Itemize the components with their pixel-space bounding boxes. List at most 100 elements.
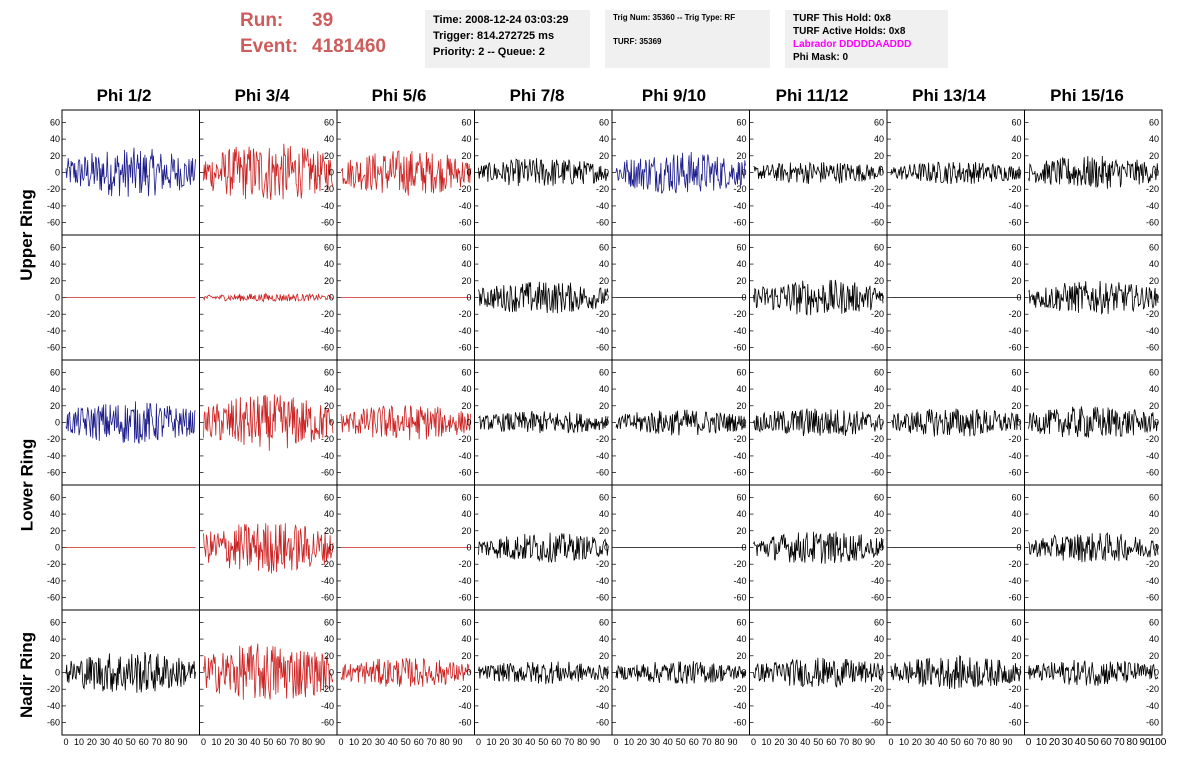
- x-tick-label: 50: [676, 737, 686, 747]
- y-tick-label: -40: [321, 701, 334, 711]
- waveform-trace: [340, 404, 471, 441]
- x-tick-label: 50: [1088, 737, 1100, 748]
- panel-r0-c6: 60 40 20 0 -20 -40 -60: [886, 109, 1025, 236]
- y-tick-label: -20: [596, 684, 609, 694]
- waveform-trace: [65, 147, 196, 197]
- waveform-trace: [478, 532, 609, 563]
- panel-r3-c2: 60 40 20 0 -20 -40 -60: [336, 484, 475, 611]
- col-header-phi-1-2: Phi 1/2: [96, 86, 152, 105]
- y-tick-label: 60: [1011, 117, 1021, 127]
- event-value: 4181460: [312, 36, 386, 57]
- waveform-trace: [478, 410, 609, 434]
- x-tick-label: 90: [315, 737, 325, 747]
- x-tick-label: 30: [787, 737, 797, 747]
- y-tick-label: 60: [736, 242, 746, 252]
- y-tick-label: -20: [1008, 309, 1021, 319]
- waveform-trace: [478, 158, 609, 187]
- x-tick-label: 90: [865, 737, 875, 747]
- y-tick-label: -40: [321, 201, 334, 211]
- y-tick-label: -20: [321, 309, 334, 319]
- y-tick-label: -20: [458, 559, 471, 569]
- y-tick-label: 0: [741, 543, 746, 553]
- time-text: Time: 2008-12-24 03:03:29: [433, 14, 569, 26]
- y-tick-label: 40: [1011, 134, 1021, 144]
- x-tick-label: 60: [551, 737, 561, 747]
- y-tick-label: 20: [461, 276, 471, 286]
- x-tick-label: 20: [912, 737, 922, 747]
- y-tick-label: -20: [47, 309, 60, 319]
- y-tick-label: 0: [329, 543, 334, 553]
- y-tick-label: 40: [50, 134, 60, 144]
- y-tick-label: 40: [461, 259, 471, 269]
- y-tick-label: 0: [1154, 293, 1159, 303]
- y-tick-label: 60: [599, 117, 609, 127]
- y-tick-label: 20: [599, 401, 609, 411]
- x-tick-label: 70: [564, 737, 574, 747]
- y-tick-label: 60: [874, 617, 884, 627]
- col-header-phi-3-4: Phi 3/4: [234, 86, 290, 105]
- x-tick-label: 30: [650, 737, 660, 747]
- y-tick-label: 20: [874, 276, 884, 286]
- x-tick-label: 70: [1114, 737, 1126, 748]
- y-tick-label: -60: [1146, 468, 1159, 478]
- y-tick-label: -40: [458, 326, 471, 336]
- x-tick-label: 20: [637, 737, 647, 747]
- priority-text: Priority: 2 -- Queue: 2: [433, 46, 545, 58]
- y-tick-label: 60: [874, 117, 884, 127]
- x-tick-label: 10: [899, 737, 909, 747]
- y-tick-label: 20: [324, 401, 334, 411]
- y-tick-label: -60: [871, 718, 884, 728]
- y-tick-label: 60: [874, 242, 884, 252]
- y-tick-label: -20: [733, 559, 746, 569]
- x-tick-label: 70: [702, 737, 712, 747]
- waveform-trace: [65, 401, 196, 444]
- y-tick-label: 60: [50, 617, 60, 627]
- y-tick-label: -20: [1008, 559, 1021, 569]
- waveform-trace: [478, 661, 609, 685]
- trig-info-box: Trig Num: 35360 -- Trig Type: RF TURF: 3…: [605, 10, 770, 68]
- panel-r0-c2: 60 40 20 0 -20 -40 -60: [336, 109, 475, 236]
- y-tick-label: -40: [596, 701, 609, 711]
- y-tick-label: -20: [458, 184, 471, 194]
- x-tick-label: 80: [715, 737, 725, 747]
- y-tick-label: -60: [458, 218, 471, 228]
- y-tick-label: 20: [50, 151, 60, 161]
- y-tick-label: -60: [1008, 593, 1021, 603]
- y-tick-label: -20: [871, 184, 884, 194]
- waveform-trace: [753, 161, 884, 184]
- y-tick-label: 0: [1016, 293, 1021, 303]
- y-tick-label: 0: [55, 418, 60, 428]
- y-tick-label: -60: [321, 218, 334, 228]
- waveform-trace: [890, 408, 1021, 437]
- panel-r0-c3: 60 40 20 0 -20 -40 -60: [474, 109, 613, 236]
- x-tick-label: 60: [826, 737, 836, 747]
- y-tick-label: 20: [736, 276, 746, 286]
- y-tick-label: 20: [324, 651, 334, 661]
- turf-text: TURF: 35369: [613, 37, 662, 46]
- x-tick-label: 50: [401, 737, 411, 747]
- panel-r0-c1: 60 40 20 0 -20 -40 -60: [199, 109, 338, 236]
- y-tick-label: -20: [1008, 184, 1021, 194]
- x-tick-label: 40: [113, 737, 123, 747]
- y-tick-label: 40: [599, 259, 609, 269]
- panel-r1-c0: 60 40 20 0 -20 -40 -60: [47, 234, 200, 361]
- y-tick-label: -40: [458, 201, 471, 211]
- col-header-phi-13-14: Phi 13/14: [912, 86, 986, 105]
- y-tick-label: -40: [47, 326, 60, 336]
- y-tick-label: -60: [871, 593, 884, 603]
- col-header-phi-11-12: Phi 11/12: [775, 86, 849, 105]
- x-tick-label: 10: [761, 737, 771, 747]
- y-tick-label: -20: [733, 184, 746, 194]
- x-tick-label: 30: [512, 737, 522, 747]
- waveform-trace: [615, 409, 746, 436]
- panel-r3-c7: 60 40 20 0 -20 -40 -60: [1024, 484, 1163, 611]
- y-tick-label: -40: [1146, 576, 1159, 586]
- waveform-trace: [753, 657, 884, 688]
- y-tick-label: 0: [879, 543, 884, 553]
- panel-r2-c6: 60 40 20 0 -20 -40 -60: [886, 359, 1025, 486]
- y-tick-label: -60: [733, 593, 746, 603]
- x-tick-label: 20: [224, 737, 234, 747]
- y-tick-label: 20: [1011, 151, 1021, 161]
